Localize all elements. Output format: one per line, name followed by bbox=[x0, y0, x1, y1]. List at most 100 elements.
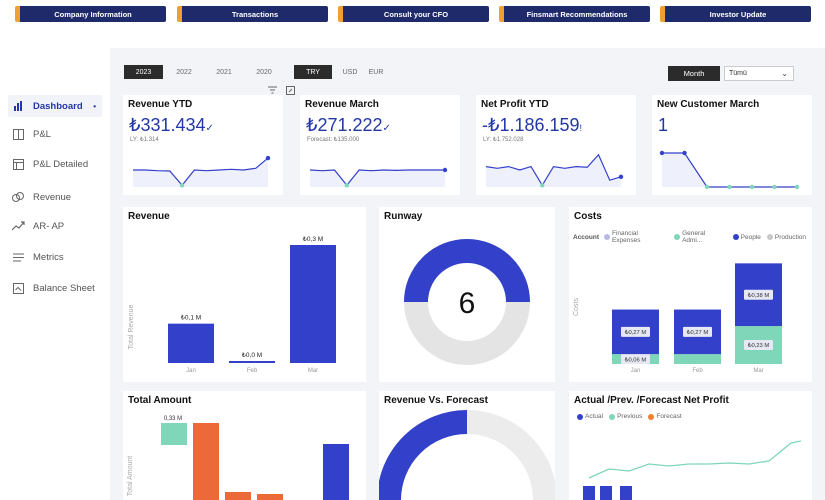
legend-item-people: People bbox=[732, 234, 761, 241]
currency-filter-try[interactable]: TRY bbox=[294, 65, 332, 79]
kpi-value: -₺1.186.159! bbox=[482, 115, 582, 136]
revenue-bar[interactable] bbox=[168, 323, 214, 363]
y-axis-label: Total Revenue bbox=[128, 305, 135, 350]
legend-title: Account bbox=[573, 233, 599, 241]
kpi-sub: Forecast: ₺135.000 bbox=[307, 137, 360, 143]
data-label-bg bbox=[744, 289, 773, 300]
legend-item-forecast: Forecast bbox=[648, 413, 682, 420]
legend-item-general-admin: General Admi... bbox=[674, 230, 727, 244]
kpi-value-text: 1 bbox=[658, 115, 669, 135]
x-tick-label: Jan bbox=[186, 368, 196, 374]
sidebar-item-label: AR- AP bbox=[33, 220, 65, 232]
sparkline-point bbox=[704, 184, 710, 190]
sparkline-area bbox=[310, 170, 445, 187]
x-tick-label: Mar bbox=[308, 368, 318, 374]
sidebar-item-label: Revenue bbox=[33, 191, 72, 203]
sparkline-point bbox=[540, 183, 545, 188]
total-amount-card: Total Amount Total Amount 0,33 M bbox=[123, 391, 366, 500]
kpi-sparkline bbox=[309, 167, 448, 188]
sidebar-item-metrics[interactable]: Metrics bbox=[8, 246, 102, 268]
year-filter-2020[interactable]: 2020 bbox=[256, 68, 272, 76]
chart-title: Total Amount bbox=[128, 395, 192, 406]
focus-mode-icon[interactable] bbox=[286, 86, 295, 97]
alert-icon: ! bbox=[579, 123, 583, 133]
actual-bar bbox=[620, 486, 632, 500]
x-tick-label: Feb bbox=[692, 368, 703, 374]
legend-label: Actual bbox=[585, 413, 604, 420]
kpi-card-net-profit-ytd: Net Profit YTD -₺1.186.159! LY: ₺1.752.0… bbox=[476, 95, 636, 195]
sidebar-item-pl-detailed[interactable]: P&L Detailed bbox=[8, 153, 102, 175]
company-information-button[interactable]: Company Information bbox=[15, 6, 166, 22]
data-label: ₺0,23 M bbox=[748, 342, 770, 349]
sparkline-point bbox=[442, 167, 448, 173]
kpi-value: ₺331.434✓ bbox=[129, 115, 214, 136]
chart-title: Revenue Vs. Forecast bbox=[384, 395, 488, 406]
data-label: ₺0,1 M bbox=[181, 314, 201, 322]
kpi-sub: LY: ₺1.314 bbox=[130, 137, 159, 143]
costs-legend: Account Financial Expenses General Admi.… bbox=[573, 230, 812, 244]
cost-bar-segment[interactable] bbox=[674, 354, 721, 364]
revenue-bar[interactable] bbox=[290, 245, 336, 363]
legend-swatch bbox=[674, 234, 681, 240]
data-label: ₺0,27 M bbox=[687, 329, 709, 336]
currency-filter-eur[interactable]: EUR bbox=[368, 68, 384, 76]
total-amount-waterfall: Total Amount 0,33 M bbox=[127, 416, 349, 500]
data-label: ₺0,0 M bbox=[242, 351, 262, 359]
costs-stacked-bar-chart: Costs ₺0,06 M ₺0,27 M Jan ₺0,27 M Feb ₺0,23 M… bbox=[573, 263, 782, 374]
sparkline-line bbox=[309, 169, 445, 187]
sparkline-point bbox=[749, 184, 755, 190]
sidebar-item-balance-sheet[interactable]: Balance Sheet bbox=[8, 277, 102, 299]
y-axis-label: Costs bbox=[573, 298, 580, 316]
sidebar-item-revenue[interactable]: Revenue bbox=[8, 186, 102, 208]
finsmart-recommendations-button[interactable]: Finsmart Recommendations bbox=[499, 6, 650, 22]
legend-label: Production bbox=[774, 233, 806, 241]
data-label-bg bbox=[683, 326, 712, 337]
kpi-value: ₺271.222✓ bbox=[306, 115, 391, 136]
net-profit-card: Actual /Prev. /Forecast Net Profit Actua… bbox=[569, 391, 812, 500]
sparkline-area bbox=[662, 153, 797, 187]
revenue-bar[interactable] bbox=[229, 361, 275, 363]
month-button[interactable]: Month bbox=[668, 66, 720, 81]
sparkline-line bbox=[133, 157, 269, 187]
filter-icon[interactable] bbox=[268, 86, 277, 96]
investor-update-button[interactable]: Investor Update bbox=[660, 6, 811, 22]
revenue-forecast-donut bbox=[379, 410, 555, 500]
legend-swatch bbox=[766, 234, 773, 240]
year-filter-2022[interactable]: 2022 bbox=[176, 68, 192, 76]
period-dropdown[interactable]: Tümü ⌄ bbox=[724, 66, 794, 81]
legend-swatch bbox=[604, 234, 610, 240]
sparkline-point bbox=[344, 183, 350, 188]
sparkline-point bbox=[772, 184, 777, 190]
waterfall-bar bbox=[257, 494, 283, 500]
donut-actual-arc bbox=[379, 410, 468, 500]
chart-title: Actual /Prev. /Forecast Net Profit bbox=[574, 395, 729, 406]
sidebar-item-ar-ap[interactable]: AR- AP bbox=[8, 215, 102, 237]
sidebar-item-dashboard[interactable]: Dashboard • bbox=[8, 95, 102, 117]
sparkline-area bbox=[486, 154, 621, 187]
bar-chart-icon bbox=[11, 99, 25, 113]
previous-line bbox=[588, 440, 802, 479]
year-filter-2021[interactable]: 2021 bbox=[216, 68, 232, 76]
sidebar-item-label: P&L Detailed bbox=[33, 158, 89, 170]
sidebar-item-label: Balance Sheet bbox=[33, 282, 95, 294]
consult-cfo-button[interactable]: Consult your CFO bbox=[338, 6, 489, 22]
currency-filter-usd[interactable]: USD bbox=[342, 68, 358, 76]
data-label: ₺0,3 M bbox=[303, 235, 323, 243]
year-filter-2023[interactable]: 2023 bbox=[124, 65, 163, 79]
actual-bar bbox=[600, 486, 612, 500]
waterfall-bar bbox=[193, 423, 219, 500]
sparkline-point bbox=[659, 150, 665, 156]
sparkline-point bbox=[265, 155, 271, 161]
x-tick-label: Feb bbox=[247, 368, 258, 374]
check-icon: ✓ bbox=[205, 123, 214, 134]
legend-label: Financial Expenses bbox=[611, 230, 641, 244]
transactions-button[interactable]: Transactions bbox=[177, 6, 328, 22]
net-profit-legend: Actual Previous Forecast bbox=[577, 413, 688, 420]
legend-swatch bbox=[609, 413, 616, 420]
sidebar-item-pl[interactable]: P&L bbox=[8, 123, 102, 145]
sparkline-point bbox=[618, 174, 624, 179]
data-label: ₺0,38 M bbox=[748, 292, 770, 299]
dropdown-value: Tümü bbox=[729, 70, 747, 77]
sidebar-item-label: Metrics bbox=[33, 251, 64, 263]
